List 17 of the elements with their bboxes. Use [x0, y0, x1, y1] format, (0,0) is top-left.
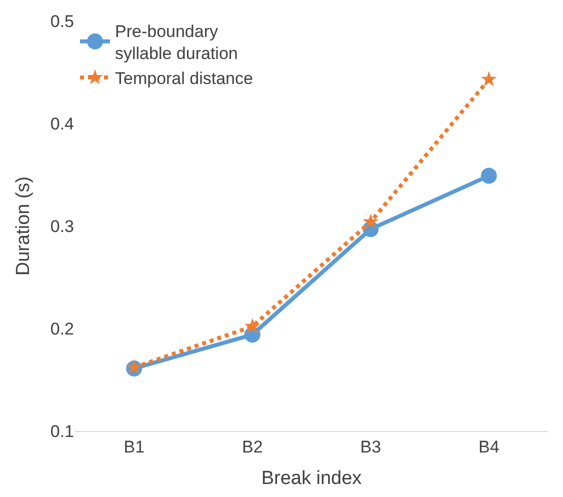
legend-label: Pre-boundary syllable duration	[115, 22, 238, 64]
x-tick-label: B4	[478, 437, 500, 456]
y-tick-label: 0.3	[50, 216, 74, 236]
y-tick-label: 0.4	[50, 114, 74, 134]
y-tick-label: 0.5	[50, 12, 74, 31]
y-axis-title: Duration (s)	[13, 176, 34, 276]
legend-label: Temporal distance	[115, 69, 253, 88]
x-tick-label: B2	[242, 437, 263, 456]
point	[362, 214, 379, 229]
x-axis-title: Break index	[261, 468, 362, 490]
x-tick-label: B3	[360, 437, 382, 456]
point	[244, 318, 260, 334]
point	[480, 168, 497, 184]
point	[480, 71, 497, 86]
y-tick-label: 0.1	[50, 422, 74, 441]
y-tick-label: 0.2	[50, 319, 74, 338]
x-tick-label: B1	[124, 437, 145, 456]
